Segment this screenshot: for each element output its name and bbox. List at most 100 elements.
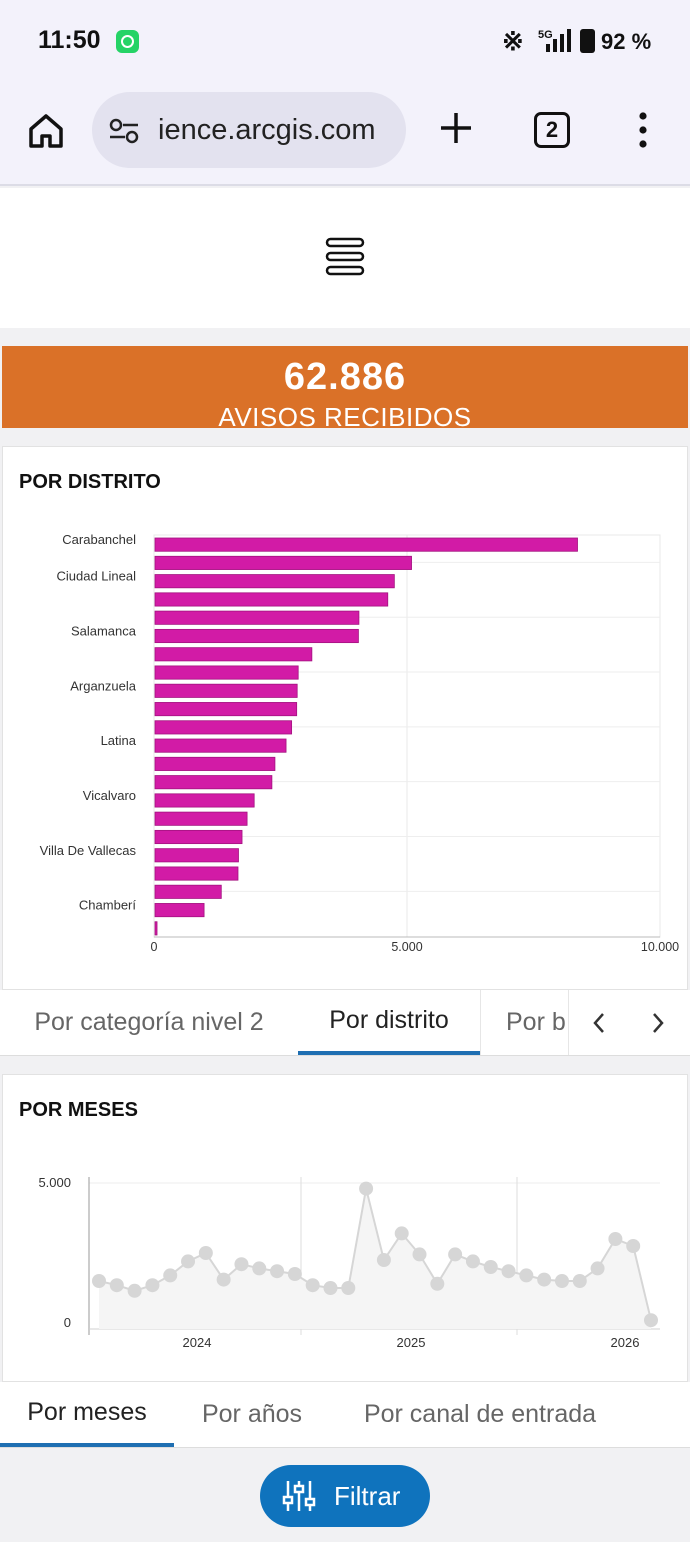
bar <box>154 683 298 698</box>
data-point <box>412 1247 427 1262</box>
data-point <box>270 1264 285 1279</box>
category-label: Arganzuela <box>70 678 137 693</box>
data-point <box>216 1272 231 1287</box>
x-tick-label: 10.000 <box>641 940 679 954</box>
category-label: Salamanca <box>71 624 137 639</box>
months-widget-tabs: Por meses Por años Por canal de entrada <box>0 1382 690 1448</box>
district-widget-tabs: Por categoría nivel 2 Por distrito Por b <box>0 990 690 1056</box>
bar <box>154 720 293 735</box>
months-line-chart: 5.000 0 2024 2025 2026 <box>38 1175 660 1350</box>
data-point <box>287 1267 302 1281</box>
bar <box>154 647 313 662</box>
data-point <box>323 1281 338 1295</box>
chevron-left-icon <box>592 1012 604 1033</box>
bar <box>154 884 222 899</box>
bar <box>154 628 359 644</box>
category-label: Latina <box>101 733 137 748</box>
more-options-icon[interactable] <box>638 112 648 148</box>
network-label: 5G <box>538 29 553 41</box>
data-point <box>590 1261 605 1276</box>
chevron-right-icon <box>653 1012 664 1033</box>
bar <box>154 848 239 863</box>
data-point <box>519 1268 534 1283</box>
bar <box>154 702 298 717</box>
data-point <box>448 1247 463 1262</box>
data-point <box>554 1274 569 1288</box>
x-tick-label: 2024 <box>183 1335 212 1350</box>
data-point <box>430 1276 445 1291</box>
data-point <box>626 1239 641 1253</box>
district-chart-title: POR DISTRITO <box>19 471 161 493</box>
data-point <box>608 1232 623 1246</box>
data-point <box>198 1246 213 1260</box>
tab-por-canal-de-entrada[interactable]: Por canal de entrada <box>363 1400 597 1428</box>
tab-por-anos[interactable]: Por años <box>201 1400 303 1428</box>
bluetooth-icon: ※ <box>502 26 524 56</box>
tab-por-distrito[interactable]: Por distrito <box>298 990 480 1055</box>
bar <box>154 829 243 845</box>
new-tab-icon[interactable] <box>438 110 474 146</box>
browser-toolbar: ience.arcgis.com 2 <box>0 82 690 186</box>
bar <box>154 775 273 790</box>
bar <box>154 537 578 552</box>
tab-por-b[interactable]: Por b <box>480 990 568 1055</box>
battery-icon <box>580 29 595 53</box>
category-label: Villa De Vallecas <box>40 843 137 858</box>
kpi-value: 62.886 <box>283 356 407 398</box>
hamburger-menu-icon[interactable] <box>325 236 365 278</box>
tabs-scroll-left-button[interactable] <box>568 990 628 1055</box>
district-chart-card: POR DISTRITO Carabanchel Ciudad Lineal Sal… <box>2 446 688 990</box>
bar <box>154 921 158 936</box>
url-text: ience.arcgis.com <box>158 114 376 146</box>
filter-button[interactable]: Filtrar <box>260 1465 430 1527</box>
tab-por-categoria-nivel-2[interactable]: Por categoría nivel 2 <box>34 1008 264 1036</box>
site-settings-icon[interactable] <box>108 118 140 144</box>
category-label: Vicalvaro <box>83 788 136 803</box>
whatsapp-icon <box>116 30 139 53</box>
x-tick-label: 2025 <box>397 1335 426 1350</box>
sliders-icon <box>282 1481 316 1511</box>
data-point <box>359 1181 374 1196</box>
status-time: 11:50 <box>38 26 101 54</box>
bar <box>154 592 389 607</box>
address-bar[interactable]: ience.arcgis.com <box>92 92 406 168</box>
bar <box>154 756 276 771</box>
data-point <box>145 1278 160 1293</box>
page-header <box>0 188 690 328</box>
bar <box>154 574 395 589</box>
data-point <box>376 1253 391 1267</box>
data-point <box>465 1254 480 1269</box>
months-chart-title: POR MESES <box>19 1099 138 1121</box>
kpi-label: AVISOS RECIBIDOS <box>218 402 472 428</box>
series-area <box>99 1188 651 1329</box>
x-tick-label: 0 <box>151 940 158 954</box>
bar <box>154 555 412 570</box>
data-point <box>252 1261 267 1276</box>
bar <box>154 811 248 826</box>
y-tick-label: 5.000 <box>38 1175 71 1190</box>
data-point <box>572 1274 587 1288</box>
tab-switcher-button[interactable]: 2 <box>534 112 570 148</box>
months-chart-card: POR MESES 5.000 0 2024 2025 2026 <box>2 1074 688 1382</box>
y-tick-label: 0 <box>64 1315 71 1330</box>
status-bar: 11:50 ※ 5G 92 % <box>0 0 690 82</box>
signal-icon: 5G <box>538 29 571 52</box>
bar <box>154 610 360 625</box>
category-label: Carabanchel <box>62 532 136 547</box>
data-point <box>163 1268 178 1283</box>
category-label: Ciudad Lineal <box>56 569 136 584</box>
kpi-indicator: 62.886 AVISOS RECIBIDOS <box>2 346 688 428</box>
data-point <box>234 1257 249 1272</box>
data-point <box>483 1260 498 1274</box>
data-point <box>501 1264 516 1279</box>
data-point <box>341 1281 356 1295</box>
tab-por-meses[interactable]: Por meses <box>0 1382 174 1447</box>
home-icon[interactable] <box>28 112 64 150</box>
bar <box>154 793 255 808</box>
filter-button-label: Filtrar <box>334 1480 401 1511</box>
data-point <box>181 1254 196 1269</box>
tabs-scroll-right-button[interactable] <box>628 990 688 1055</box>
category-label: Chamberí <box>79 898 136 913</box>
data-point <box>127 1283 142 1298</box>
data-point <box>394 1226 409 1241</box>
